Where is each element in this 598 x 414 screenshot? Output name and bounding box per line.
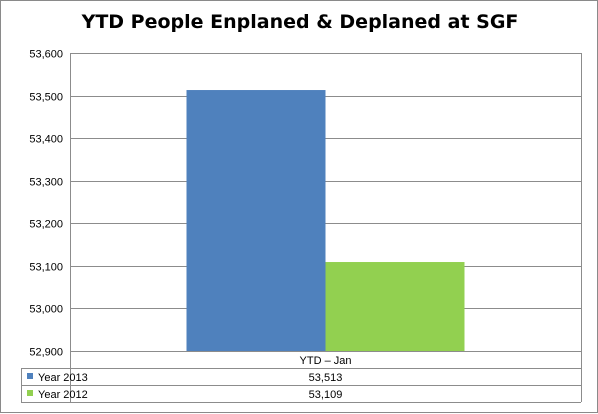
y-tick-label: 53,100 xyxy=(29,262,63,274)
data-table-value: 53,513 xyxy=(309,372,343,384)
data-table-value: 53,109 xyxy=(309,389,343,401)
y-tick-label: 53,600 xyxy=(29,49,63,61)
legend-key-year-2013 xyxy=(27,373,33,379)
y-tick-label: 52,900 xyxy=(29,347,63,359)
series-label: Year 2013 xyxy=(38,372,88,384)
bar-year-2013 xyxy=(186,90,326,351)
category-label: YTD – Jan xyxy=(300,355,352,367)
legend-key-year-2012 xyxy=(27,390,33,396)
y-tick-label: 53,300 xyxy=(29,177,63,189)
y-tick-label: 53,500 xyxy=(29,92,63,104)
series-label: Year 2012 xyxy=(38,389,88,401)
y-tick-label: 53,400 xyxy=(29,134,63,146)
y-tick-label: 53,200 xyxy=(29,219,63,231)
bar-year-2012 xyxy=(325,262,465,351)
chart-title: YTD People Enplaned & Deplaned at SGF xyxy=(81,11,519,33)
y-tick-label: 53,000 xyxy=(29,304,63,316)
